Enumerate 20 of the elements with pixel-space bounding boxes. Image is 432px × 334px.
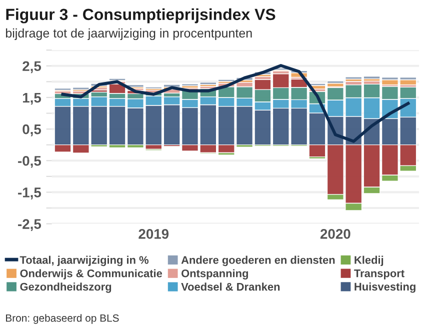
legend-label: Huisvesting [354,282,416,293]
chart-subtitle: bijdrage tot de jaarwijziging in procentpunten [6,28,252,40]
x-tick-label: 2020 [320,229,350,239]
y-tick-label: -1,5 [18,188,42,200]
y-tick-label: 2,5 [22,61,42,74]
legend-label: Andere goederen en diensten [181,256,335,266]
legend-label: Kledij [354,256,384,266]
legend-label: Totaal, jaarwijziging in % [20,256,149,266]
legend-label: Ontspanning [182,269,248,280]
legend-label: Gezondheidszorg [20,282,112,293]
legend-label: Onderwijs & Communicatie [20,269,162,280]
y-tick-label: -0,5 [18,156,42,168]
text: Bron: gebaseerd op BLS [6,314,119,324]
y-tick-label: 1,5 [22,92,42,105]
legend-label: Voedsel & Dranken [181,282,280,291]
legend-label: Transport [354,270,404,280]
chart-title: Figuur 3 - Consumptieprijsindex VS [6,8,276,24]
y-tick-label: 0,5 [22,124,42,136]
x-tick-label: 2019 [138,229,169,239]
y-tick-label: -2,5 [18,219,42,231]
